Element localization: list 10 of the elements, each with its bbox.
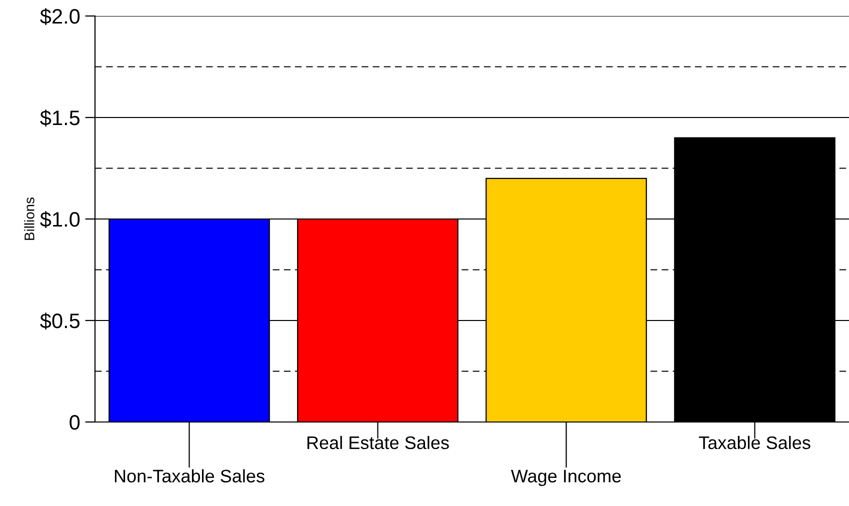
y-axis-title: Billions — [24, 198, 34, 240]
x-tick-label: Real Estate Sales — [307, 436, 449, 450]
x-tick-label: Non-Taxable Sales — [114, 469, 264, 482]
y-tick-label: $0.5 — [40, 312, 80, 330]
y-tick-label: $1.5 — [40, 110, 80, 126]
y-tick-label: $2.0 — [40, 8, 80, 25]
x-tick-label: Wage Income — [510, 470, 621, 486]
y-tick-label: 0 — [70, 415, 80, 430]
y-tick-label: $1.0 — [40, 211, 80, 228]
x-tick-label: Taxable Sales — [698, 436, 810, 450]
